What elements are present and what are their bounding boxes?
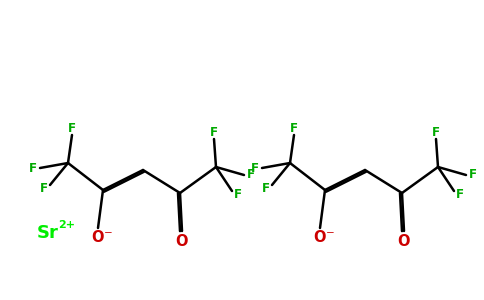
Text: F: F [290, 122, 298, 136]
Text: Sr: Sr [36, 224, 58, 242]
Text: O: O [314, 230, 326, 245]
Text: O: O [398, 233, 410, 248]
Text: F: F [40, 182, 48, 194]
Text: 2+: 2+ [58, 220, 76, 230]
Text: F: F [456, 188, 464, 200]
Text: F: F [29, 161, 37, 175]
Text: F: F [432, 127, 440, 140]
Text: O: O [176, 233, 188, 248]
Text: F: F [210, 127, 218, 140]
Text: F: F [68, 122, 76, 136]
Text: F: F [251, 161, 259, 175]
Text: −: − [326, 228, 334, 238]
Text: F: F [247, 169, 255, 182]
Text: F: F [234, 188, 242, 200]
Text: −: − [104, 228, 112, 238]
Text: F: F [469, 169, 477, 182]
Text: F: F [262, 182, 270, 194]
Text: O: O [92, 230, 104, 245]
